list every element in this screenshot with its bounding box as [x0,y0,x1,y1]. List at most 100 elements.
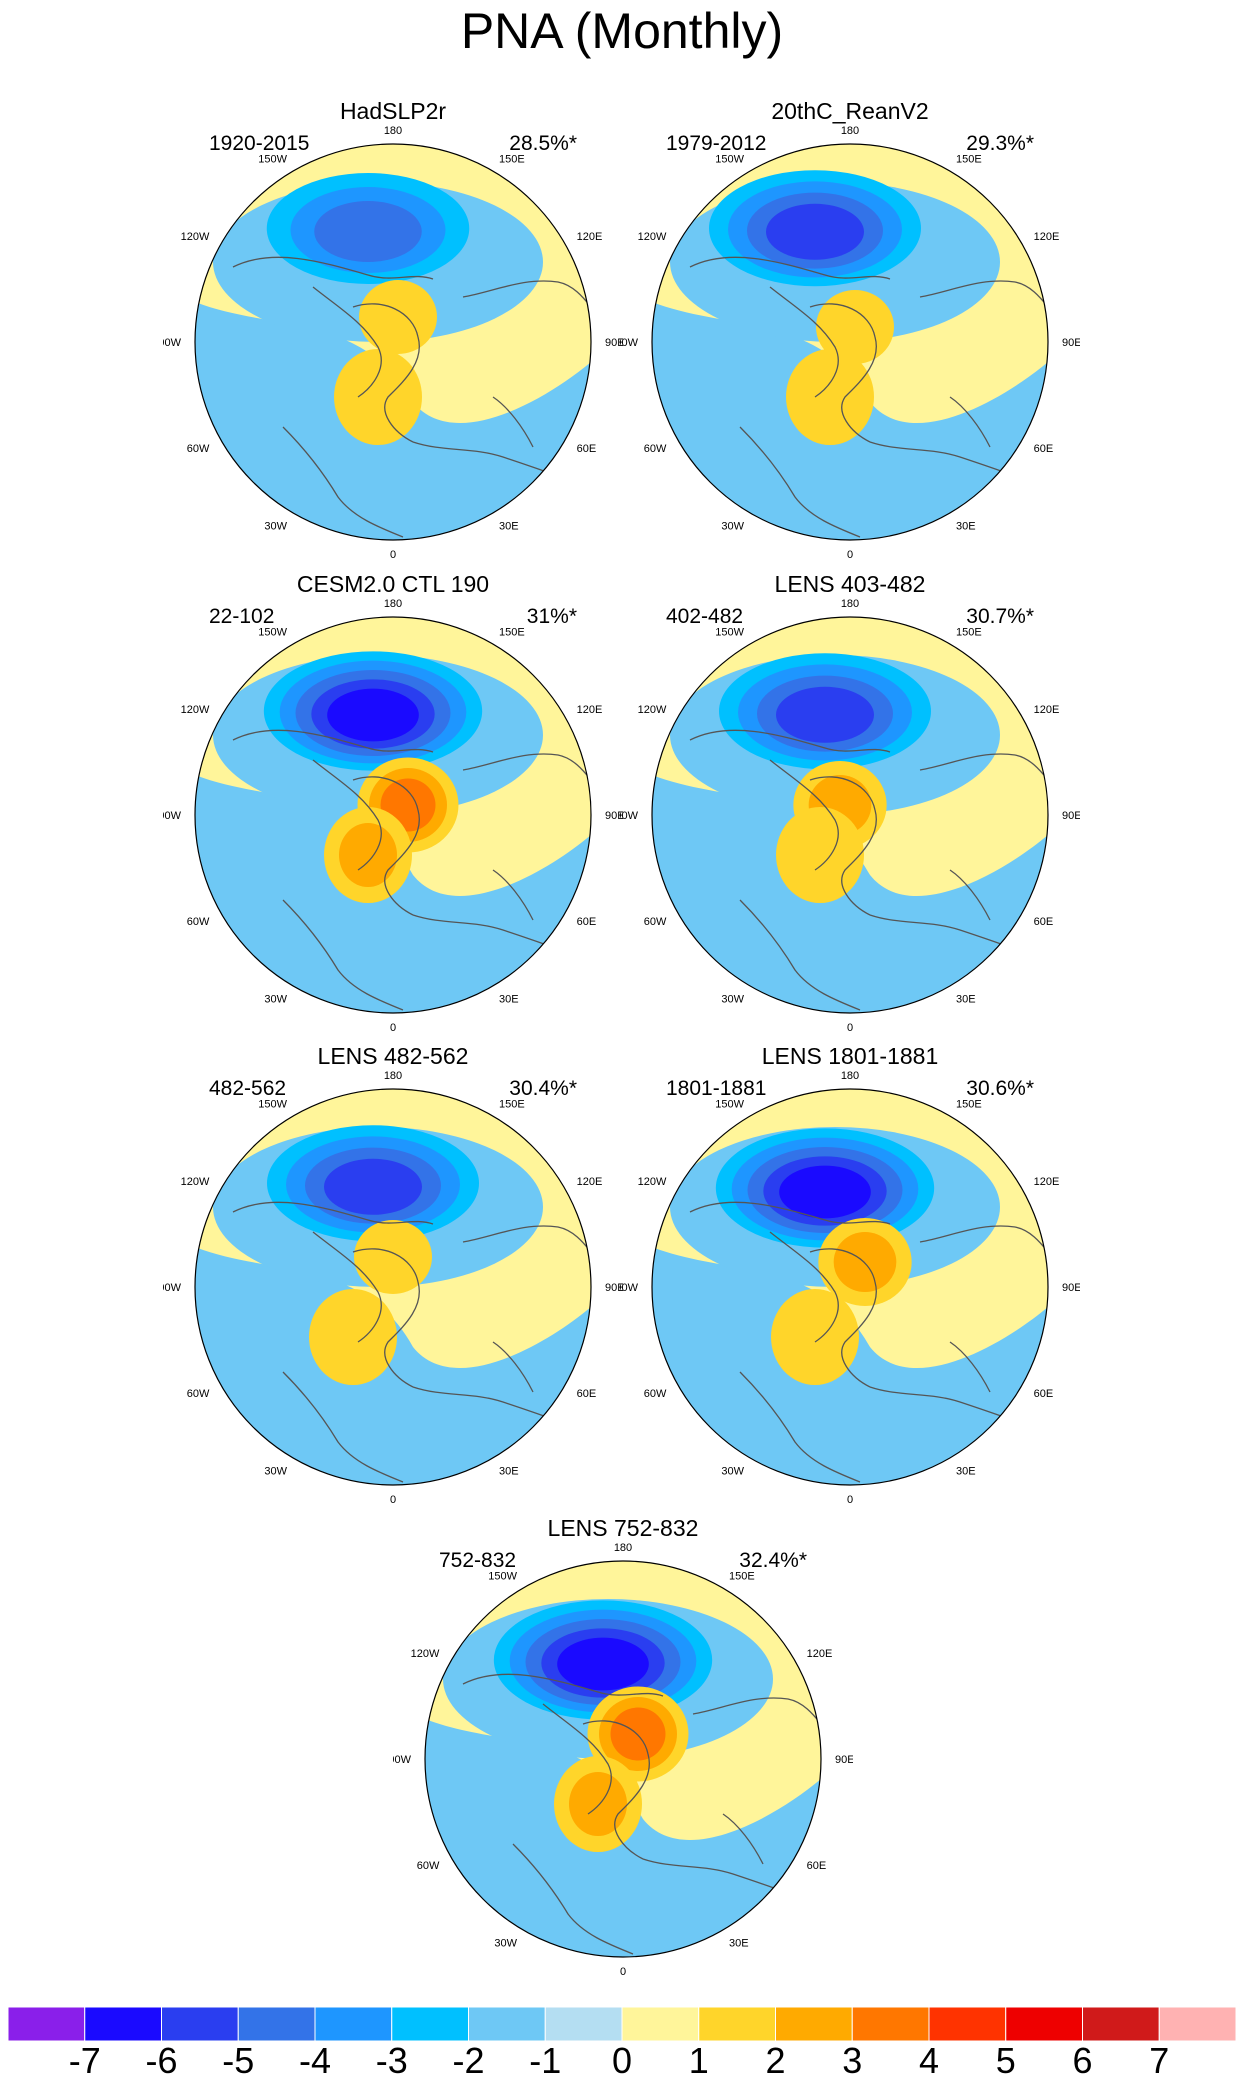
coastline [809,1248,877,1388]
longitude-label: 150W [258,626,287,638]
longitude-label: 60W [417,1860,440,1872]
panel-title: CESM2.0 CTL 190 [296,571,490,597]
longitude-label: 60E [577,443,597,455]
coastline [809,303,877,443]
colorbar-tick-label: 4 [918,2040,940,2081]
longitude-label: 0 [390,1022,396,1034]
colorbar-swatch [928,2007,1007,2041]
longitude-label: 150W [258,1098,287,1110]
figure-title: PNA (Monthly) [460,3,784,59]
longitude-label: 150E [729,1570,755,1582]
coastline [512,1843,634,1955]
longitude-label: 0 [390,1494,396,1506]
longitude-label: 30E [499,994,519,1006]
map-panel: LENS 1801-1881 1801-1881 30.6%* 180 150E 120E… [620,1042,1080,1512]
colorbar-tick-label: -5 [222,2040,255,2081]
longitude-label: 0 [620,1966,626,1978]
coastline [462,1673,664,1697]
colorbar-swatch [8,2007,86,2041]
longitude-label: 150E [499,1098,525,1110]
coastline [739,426,861,538]
negative-anomaly-contour [776,686,874,743]
longitude-label: 150E [499,153,525,165]
colorbar-swatch [391,2007,469,2041]
polar-map: 180 150E 120E 90E 60E 30E 0 30W 60W 90W 120W 150W [163,598,623,1034]
positive-anomaly-lobe [569,1772,627,1836]
positive-anomaly-lobe [776,807,864,903]
coastline [232,256,434,280]
coastline [722,1813,764,1865]
panel-years: 402-482 [666,605,744,628]
colorbar-tick-label: -7 [68,2040,101,2081]
coastline [949,396,991,448]
colorbar-tick-label: -6 [145,2040,178,2081]
panel-title: LENS 482-562 [317,1043,469,1069]
map-panel: 20thC_ReanV2 1979-2012 29.3%* 180 150E 120E 90… [620,97,1080,567]
colorbar-tick-label: 3 [842,2040,863,2081]
negative-anomaly-contour [327,688,419,742]
colorbar-tick-label: -3 [375,2040,408,2081]
colorbar-tick-label: 2 [765,2040,786,2081]
map-panel: LENS 403-482 402-482 30.7%* 180 150E 120E 90E 6… [620,570,1080,1040]
longitude-label: 90E [605,1282,623,1294]
longitude-label: 180 [384,1070,402,1082]
positive-anomaly-lobe [334,349,422,445]
longitude-label: 30E [499,521,519,533]
coastline [692,1697,821,1725]
polar-map: 180 150E 120E 90E 60E 30E 0 30W 60W 90W 120W 150W [620,125,1080,561]
negative-anomaly-belt [652,775,1048,1013]
map-border [194,1088,592,1486]
negative-anomaly-belt [195,1247,591,1485]
panel-title: HadSLP2r [339,98,447,124]
longitude-label: 120W [638,1176,667,1188]
coastline [312,286,382,398]
longitude-label: 120E [577,231,603,243]
longitude-label: 60W [187,916,210,928]
negative-anomaly-contour [314,201,422,262]
longitude-label: 30E [499,1466,519,1478]
map-panel: LENS 482-562 482-562 30.4%* 180 150E 120E 90E 6… [163,1042,623,1512]
longitude-label: 30E [956,994,976,1006]
longitude-label: 30W [264,521,287,533]
positive-anomaly-contour [354,1220,432,1294]
longitude-label: 30E [729,1938,749,1950]
coastline [689,729,891,753]
panel-years: 482-562 [209,1077,287,1100]
longitude-label: 30E [956,1466,976,1478]
longitude-label: 150W [715,153,744,165]
longitude-label: 180 [384,125,402,137]
coastline [919,280,1048,308]
longitude-label: 60E [807,1860,827,1872]
map-panel: LENS 752-832 752-832 32.4%* 180 150E 120E 90E 6… [393,1514,853,1984]
longitude-label: 90E [1062,1282,1080,1294]
colorbar-swatch [851,2007,930,2041]
coastline [492,869,534,921]
longitude-label: 30W [494,1938,517,1950]
colorbar-swatch [1082,2007,1160,2041]
longitude-label: 120E [1034,231,1060,243]
colorbar-tick-label: 1 [688,2040,709,2081]
longitude-label: 150W [715,626,744,638]
colorbar-tick-label: 6 [1072,2040,1093,2081]
panel-variance-percent: 29.3%* [966,132,1034,155]
coastline [462,1225,591,1253]
longitude-label: 60W [644,443,667,455]
longitude-label: 60E [1034,1388,1054,1400]
map-border [651,143,1049,541]
longitude-label: 180 [384,598,402,610]
colorbar-tick-label: 5 [995,2040,1016,2081]
polar-map: 180 150E 120E 90E 60E 30E 0 30W 60W 90W 120W 150W [163,1070,623,1506]
coastline [739,899,861,1011]
colorbar-swatch [775,2007,853,2041]
coastline [312,1231,382,1343]
negative-anomaly-contour [766,203,864,260]
coastline [689,1201,891,1225]
colorbar-tick-label: 7 [1149,2040,1170,2081]
longitude-label: 150W [715,1098,744,1110]
map-border [424,1560,822,1958]
polar-map: 180 150E 120E 90E 60E 30E 0 30W 60W 90W 120W 150W [393,1542,853,1978]
longitude-label: 150W [258,153,287,165]
longitude-label: 60W [644,1388,667,1400]
longitude-label: 60E [577,1388,597,1400]
longitude-label: 90E [1062,337,1080,349]
